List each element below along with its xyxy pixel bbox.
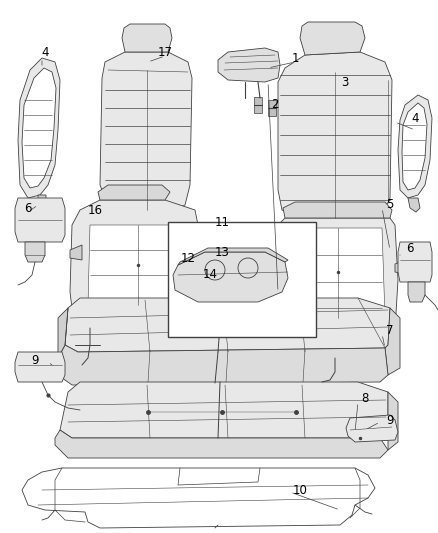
Polygon shape xyxy=(25,242,45,262)
Polygon shape xyxy=(300,22,365,55)
Text: 9: 9 xyxy=(31,353,39,367)
Text: 6: 6 xyxy=(406,241,414,254)
Polygon shape xyxy=(395,260,405,274)
Polygon shape xyxy=(283,202,392,218)
Polygon shape xyxy=(254,97,262,113)
Text: 14: 14 xyxy=(202,269,218,281)
Polygon shape xyxy=(18,58,60,198)
Polygon shape xyxy=(268,100,276,116)
Polygon shape xyxy=(178,248,288,265)
Polygon shape xyxy=(70,245,82,260)
Polygon shape xyxy=(70,200,200,328)
Polygon shape xyxy=(275,218,398,340)
Polygon shape xyxy=(58,308,68,358)
Polygon shape xyxy=(275,258,285,272)
Polygon shape xyxy=(408,198,420,212)
Text: 16: 16 xyxy=(88,204,102,216)
Text: 3: 3 xyxy=(341,76,349,88)
Polygon shape xyxy=(15,198,65,242)
Polygon shape xyxy=(118,215,172,225)
Polygon shape xyxy=(388,392,398,450)
Polygon shape xyxy=(278,52,392,222)
Polygon shape xyxy=(385,308,400,375)
Text: 9: 9 xyxy=(386,414,394,426)
Polygon shape xyxy=(218,48,280,82)
Polygon shape xyxy=(302,222,363,235)
Text: 1: 1 xyxy=(291,52,299,64)
Text: 11: 11 xyxy=(215,215,230,229)
Text: 7: 7 xyxy=(386,324,394,336)
Polygon shape xyxy=(98,185,170,200)
Text: 10: 10 xyxy=(293,483,307,497)
Bar xyxy=(168,222,316,337)
Polygon shape xyxy=(346,415,398,442)
Polygon shape xyxy=(122,24,172,52)
Text: 13: 13 xyxy=(215,246,230,259)
Polygon shape xyxy=(292,228,385,318)
Polygon shape xyxy=(22,468,375,528)
Polygon shape xyxy=(198,248,210,262)
Polygon shape xyxy=(58,345,388,385)
Text: 4: 4 xyxy=(41,45,49,59)
Polygon shape xyxy=(60,382,388,438)
Text: 8: 8 xyxy=(361,392,369,405)
Polygon shape xyxy=(408,282,425,302)
Polygon shape xyxy=(398,95,432,198)
Text: 2: 2 xyxy=(271,99,279,111)
Polygon shape xyxy=(15,352,65,382)
Polygon shape xyxy=(65,298,390,352)
Polygon shape xyxy=(402,103,427,190)
Text: 6: 6 xyxy=(24,201,32,214)
Text: 4: 4 xyxy=(411,111,419,125)
Polygon shape xyxy=(173,252,288,302)
Polygon shape xyxy=(398,242,432,282)
Polygon shape xyxy=(88,225,188,305)
Polygon shape xyxy=(283,340,392,358)
Text: 17: 17 xyxy=(158,45,173,59)
Polygon shape xyxy=(22,68,56,188)
Polygon shape xyxy=(100,52,192,215)
Polygon shape xyxy=(38,195,46,210)
Text: 5: 5 xyxy=(386,198,394,212)
Polygon shape xyxy=(55,430,388,458)
Text: 12: 12 xyxy=(180,252,195,264)
